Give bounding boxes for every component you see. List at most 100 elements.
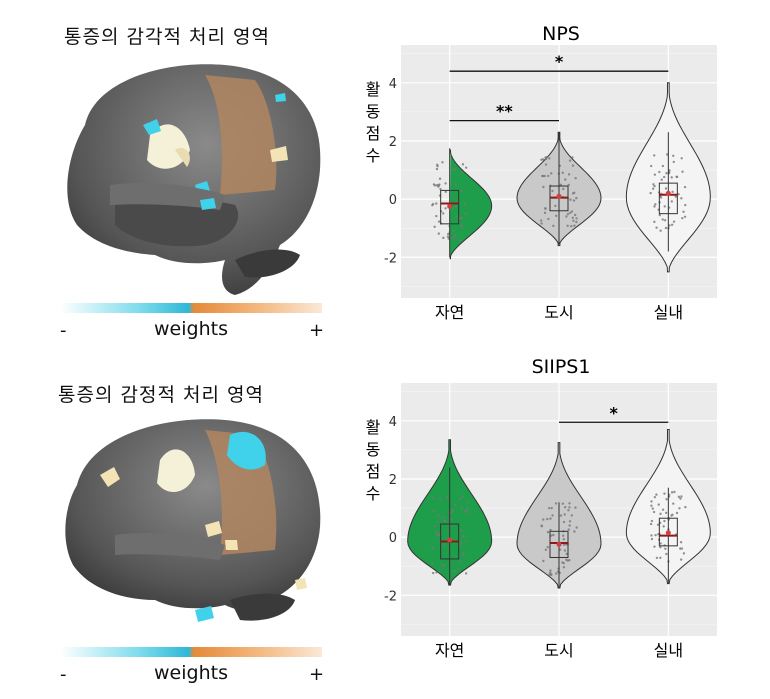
mean-point — [556, 541, 562, 547]
data-point — [680, 495, 683, 498]
data-point — [460, 529, 463, 532]
data-point — [680, 547, 684, 550]
data-point — [567, 528, 570, 531]
data-point — [549, 573, 553, 576]
data-point — [547, 174, 550, 178]
data-point — [570, 225, 573, 228]
data-point — [570, 210, 574, 213]
data-point — [555, 572, 558, 575]
data-point — [674, 195, 677, 198]
data-point — [677, 192, 680, 196]
data-point — [663, 519, 666, 523]
data-point — [446, 235, 450, 238]
data-point — [431, 571, 435, 575]
data-point — [551, 189, 554, 193]
data-point — [542, 559, 545, 563]
data-point — [540, 525, 544, 528]
data-point — [462, 535, 465, 538]
data-point — [552, 533, 555, 537]
data-point — [668, 224, 671, 227]
data-point — [653, 495, 657, 499]
data-point — [672, 154, 675, 158]
data-point — [455, 214, 459, 218]
y-tick-label: 0 — [389, 193, 397, 208]
data-point — [452, 236, 456, 239]
data-point — [575, 217, 578, 220]
data-point — [566, 212, 570, 216]
data-point — [551, 514, 554, 517]
mean-point — [447, 537, 453, 543]
data-point — [442, 212, 445, 215]
y-axis-label: 수 — [366, 484, 381, 503]
data-point — [653, 220, 656, 224]
x-tick-label: 도시 — [544, 303, 573, 322]
colorbar-2-label: weights — [154, 662, 228, 684]
significance-label: ** — [496, 102, 513, 121]
data-point — [544, 548, 548, 552]
y-axis-label: 활 — [366, 418, 381, 437]
data-point — [436, 521, 439, 524]
brain-image-sensory — [67, 64, 321, 295]
y-tick-label: 2 — [389, 473, 397, 488]
data-point — [670, 200, 673, 203]
data-point — [661, 164, 665, 168]
data-point — [546, 545, 549, 549]
data-point — [542, 518, 545, 521]
data-point — [458, 498, 462, 501]
data-point — [466, 501, 469, 504]
box — [440, 189, 460, 225]
data-point — [570, 514, 574, 517]
data-point — [659, 556, 662, 559]
data-point — [658, 213, 661, 217]
data-point — [432, 183, 436, 186]
data-point — [463, 203, 467, 206]
y-axis-label: 점 — [366, 124, 381, 143]
data-point — [572, 219, 575, 222]
data-point — [650, 537, 654, 541]
data-point — [544, 163, 548, 166]
data-point — [562, 537, 566, 541]
data-point — [664, 547, 667, 550]
data-point — [431, 203, 434, 207]
data-point — [651, 187, 655, 190]
data-point — [665, 172, 668, 175]
data-point — [680, 197, 683, 200]
data-point — [461, 495, 464, 498]
data-point — [460, 217, 463, 220]
data-point — [549, 528, 552, 532]
y-tick-label: 0 — [389, 531, 397, 546]
data-point — [434, 531, 438, 534]
data-point — [432, 509, 435, 513]
data-point — [670, 176, 673, 179]
data-point — [657, 503, 660, 506]
brain-image-affective — [65, 419, 321, 622]
data-point — [679, 497, 682, 500]
data-point — [670, 223, 674, 226]
data-point — [568, 524, 571, 527]
colorbar-2-minus: - — [60, 664, 67, 685]
data-point — [443, 543, 446, 546]
data-point — [653, 173, 657, 176]
data-point — [465, 539, 469, 543]
violin-1 — [449, 149, 493, 260]
data-point — [681, 170, 684, 173]
data-point — [572, 199, 576, 202]
data-point — [650, 504, 653, 507]
data-point — [659, 542, 662, 545]
data-point — [546, 530, 550, 534]
box — [658, 517, 678, 547]
data-point — [679, 547, 682, 550]
mean-point — [665, 190, 671, 196]
data-point — [670, 514, 673, 517]
data-point — [654, 203, 657, 206]
data-point — [461, 171, 464, 174]
data-point — [670, 491, 674, 494]
data-point — [441, 161, 444, 164]
data-point — [436, 533, 440, 536]
data-point — [438, 497, 442, 501]
colorbar-1-plus: + — [309, 320, 325, 341]
significance-label: * — [555, 52, 564, 71]
data-point — [561, 502, 565, 505]
data-point — [655, 556, 659, 560]
data-point — [452, 230, 455, 233]
